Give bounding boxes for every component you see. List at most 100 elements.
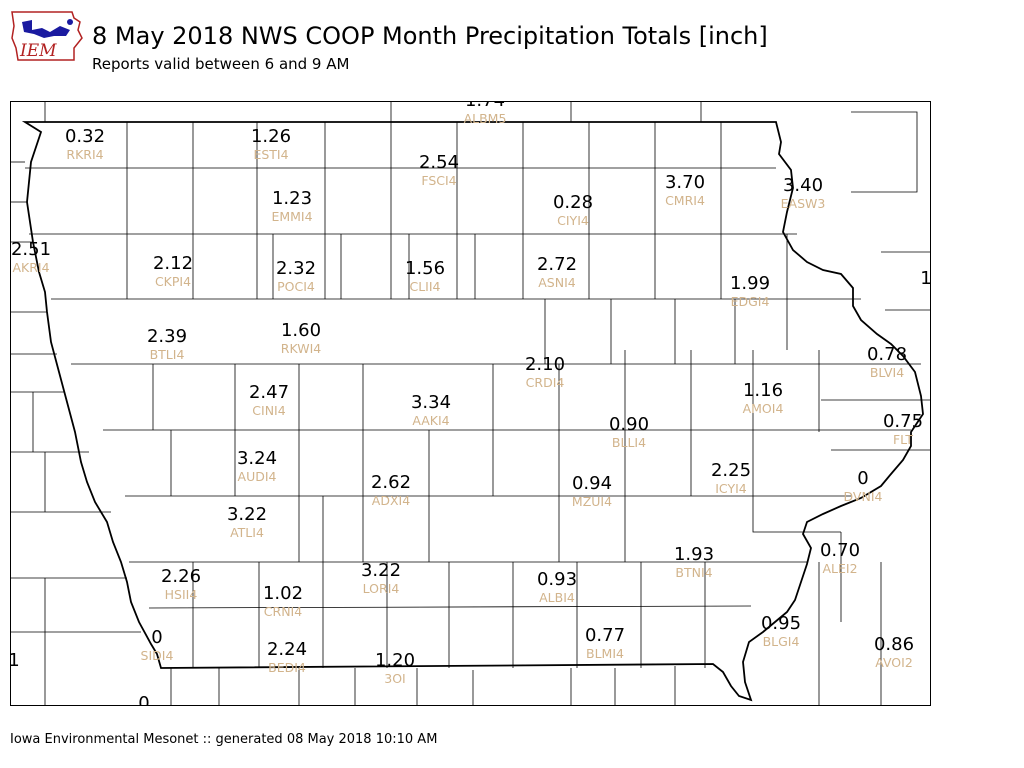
map-subtitle: Reports valid between 6 and 9 AM	[92, 55, 350, 73]
precip-value: 2.10	[525, 354, 565, 375]
station-id: AKRI4	[12, 260, 49, 275]
iem-logo: IEM	[8, 8, 88, 66]
station-label: 1.74ALBM5	[464, 102, 507, 126]
station-id: CIYI4	[557, 213, 589, 228]
precip-value: 0.28	[553, 192, 593, 213]
station-id: HSII4	[165, 587, 198, 602]
station-id: BLGI4	[763, 634, 800, 649]
station-id: AUDI4	[238, 469, 277, 484]
precip-value: 1.60	[281, 320, 321, 341]
station-id: LORI4	[363, 581, 400, 596]
station-id: BEDI4	[268, 660, 306, 675]
precip-value: 3.34	[411, 392, 451, 413]
precip-value: 2.25	[711, 460, 751, 481]
precip-value: 1.99	[730, 273, 770, 294]
station-id: RKWI4	[281, 341, 321, 356]
station-id: RKRI4	[66, 147, 103, 162]
precip-value: 1.56	[405, 258, 445, 279]
station-id: DVNI4	[844, 489, 883, 504]
precip-value: 3.22	[361, 560, 401, 581]
station-id: 3OI	[384, 671, 405, 686]
station-id: EASW3	[781, 196, 826, 211]
precip-value: 2.24	[267, 639, 307, 660]
precip-value: 1	[920, 268, 931, 289]
precip-value: 1.20	[375, 650, 415, 671]
station-id: ICYI4	[715, 481, 747, 496]
station-id: ALEI2	[822, 561, 857, 576]
precip-value: 2.51	[11, 239, 51, 260]
precip-value: 2.62	[371, 472, 411, 493]
precip-value: 0.94	[572, 473, 612, 494]
station-id: FLT	[893, 432, 913, 447]
precip-value: 0.75	[883, 411, 923, 432]
precip-value: 2.32	[276, 258, 316, 279]
precip-value: 0.77	[585, 625, 625, 646]
station-id: CLII4	[409, 279, 440, 294]
precip-value: 0	[857, 468, 868, 489]
station-id: MZUI4	[572, 494, 612, 509]
precip-value: 1.02	[263, 583, 303, 604]
station-id: CINI4	[252, 403, 285, 418]
precip-value: 1	[11, 650, 20, 671]
station-id: BLLI4	[612, 435, 646, 450]
county-boundaries	[11, 102, 930, 705]
precip-value: 2.26	[161, 566, 201, 587]
precip-value: 0.70	[820, 540, 860, 561]
station-id: BLVI4	[870, 365, 904, 380]
precip-value: 2.12	[153, 253, 193, 274]
station-id: ALBI4	[539, 590, 575, 605]
station-label: 1	[920, 268, 931, 289]
precip-value: 2.47	[249, 382, 289, 403]
precip-value: 0.93	[537, 569, 577, 590]
station-id: FSCI4	[421, 173, 456, 188]
station-id: AVOI2	[875, 655, 913, 670]
precip-value: 0.78	[867, 344, 907, 365]
precip-value: 0.32	[65, 126, 105, 147]
station-id: ESTI4	[253, 147, 288, 162]
map-title: 8 May 2018 NWS COOP Month Precipitation …	[92, 22, 768, 50]
precip-value: 3.70	[665, 172, 705, 193]
station-label: 1	[11, 650, 20, 671]
station-id: AMOI4	[743, 401, 784, 416]
precip-value: 2.72	[537, 254, 577, 275]
station-id: EDGI4	[731, 294, 770, 309]
station-id: SIDI4	[141, 648, 174, 663]
station-label: 0	[138, 693, 149, 705]
station-id: CRDI4	[526, 375, 565, 390]
station-id: ALBM5	[464, 111, 507, 126]
footer-credit: Iowa Environmental Mesonet :: generated …	[10, 732, 438, 747]
